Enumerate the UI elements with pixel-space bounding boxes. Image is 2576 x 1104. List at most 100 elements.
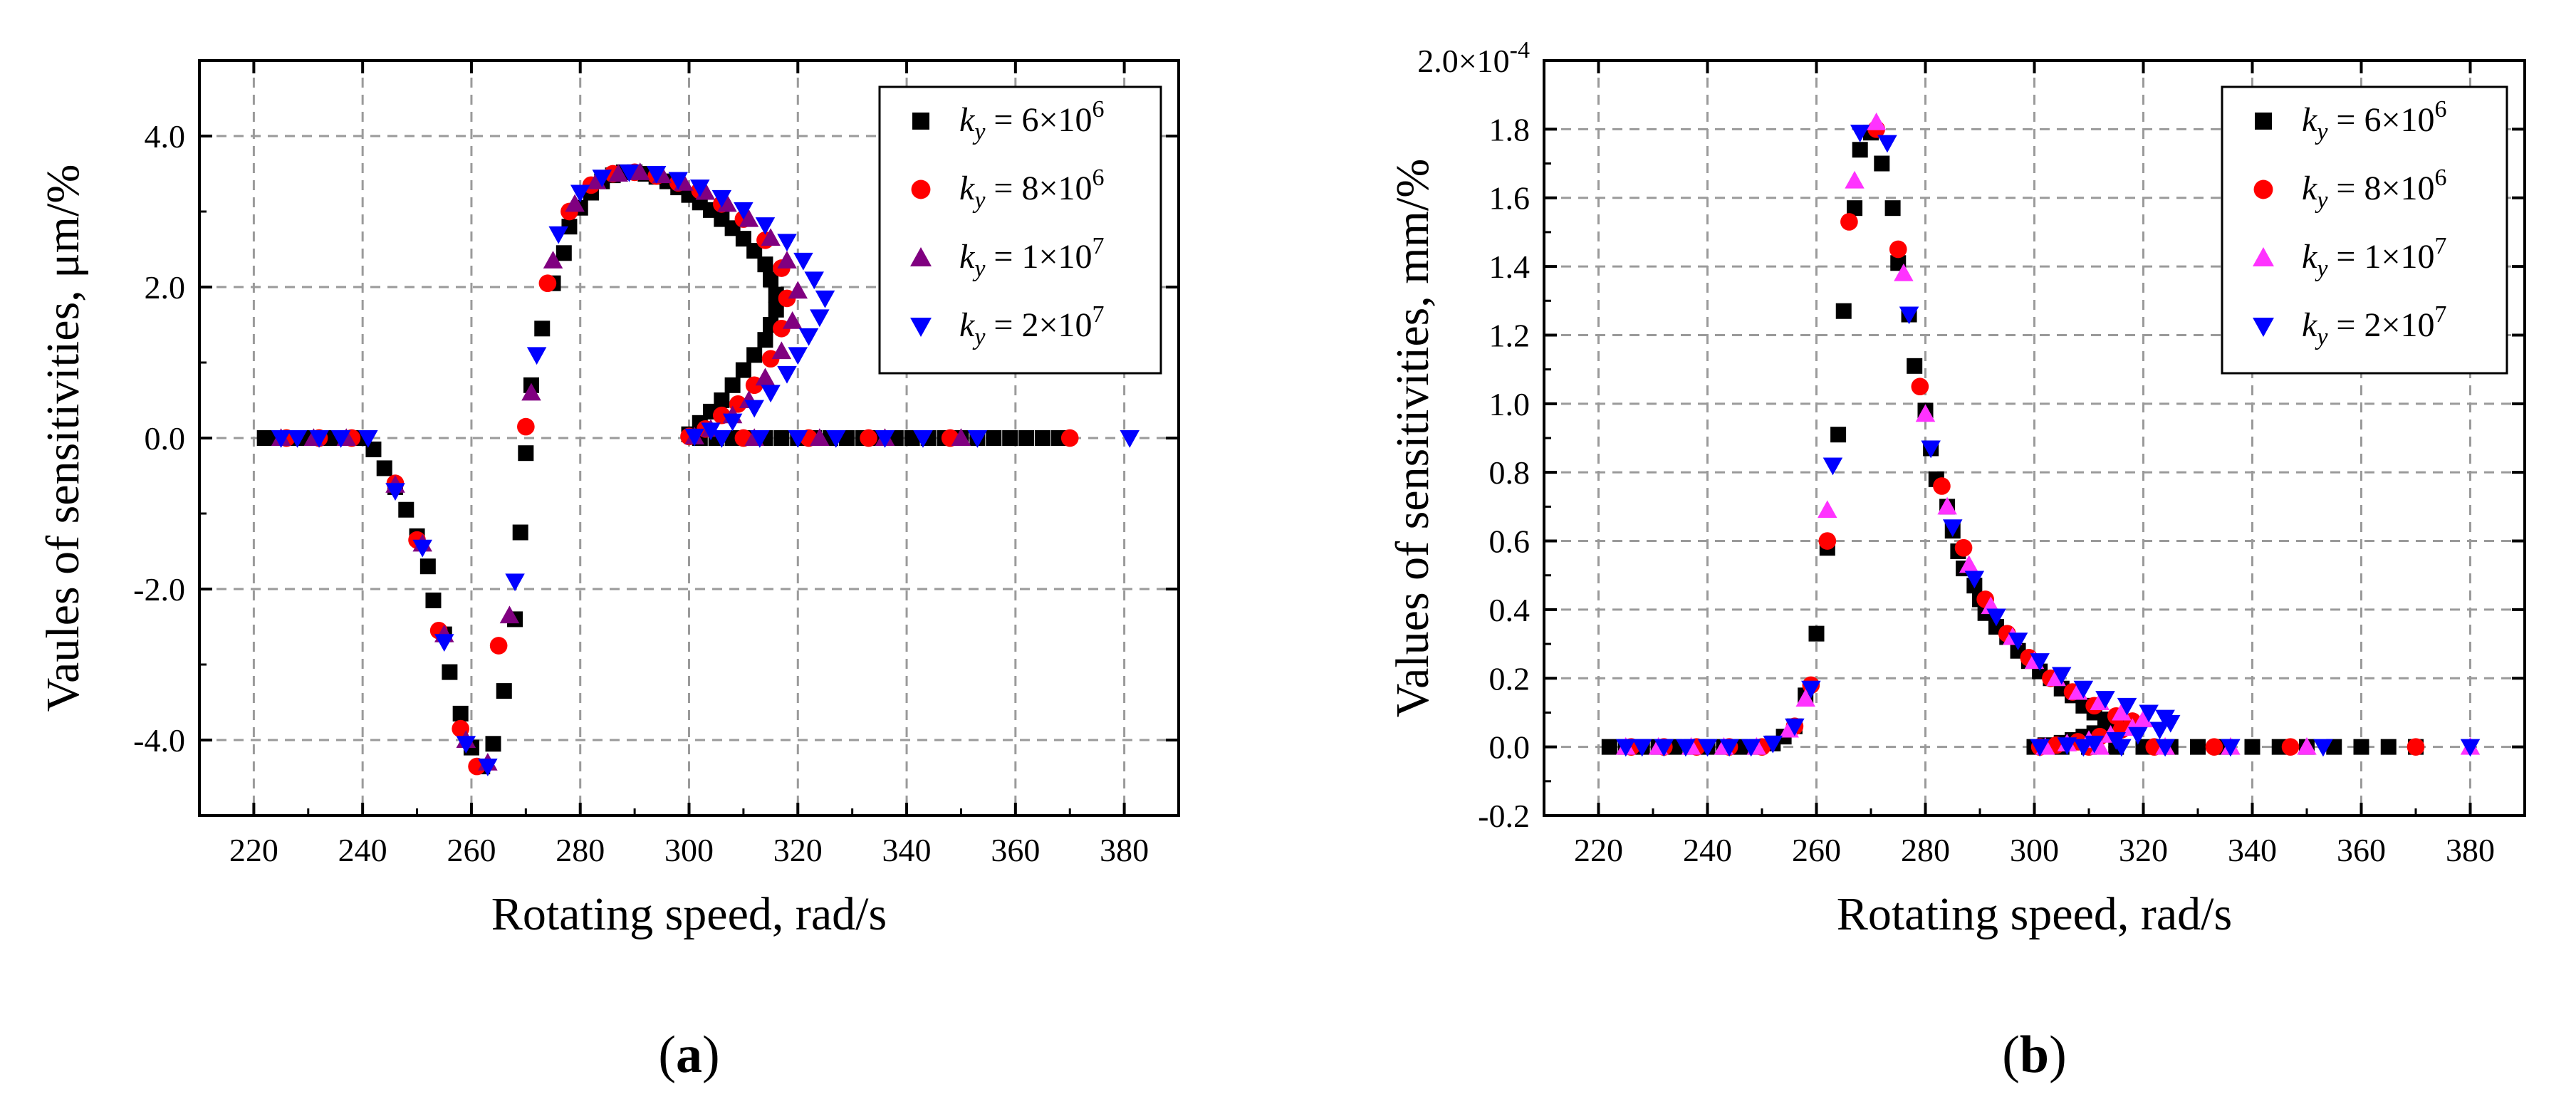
legend-label: ky = 6×106 bbox=[959, 96, 1105, 145]
data-point bbox=[711, 189, 732, 208]
data-point bbox=[1850, 125, 1870, 142]
data-point bbox=[1808, 625, 1825, 642]
data-point bbox=[1933, 477, 1951, 495]
data-point bbox=[512, 524, 528, 541]
data-point bbox=[951, 428, 971, 446]
y-tick-label: 0.4 bbox=[1489, 592, 1531, 628]
legend-marker bbox=[912, 113, 929, 130]
data-point bbox=[875, 430, 895, 448]
data-point bbox=[358, 430, 378, 448]
y-tick-label: 0.0 bbox=[145, 420, 186, 457]
data-point bbox=[1120, 430, 1140, 448]
legend-label: ky = 1×107 bbox=[2302, 233, 2447, 282]
data-point bbox=[2052, 667, 2072, 685]
data-point bbox=[2133, 709, 2154, 728]
data-point bbox=[526, 347, 547, 365]
data-point bbox=[1697, 739, 1718, 757]
chart-panel-b: 220 240 260 280 300 320 340 360 380 -0.2 0.0 0.2 0.4… bbox=[1387, 37, 2526, 1084]
data-point bbox=[518, 445, 534, 462]
data-point bbox=[763, 271, 779, 288]
data-point bbox=[1840, 213, 1858, 231]
data-point bbox=[1899, 306, 1919, 325]
data-point bbox=[485, 736, 501, 752]
data-point bbox=[1616, 739, 1636, 757]
data-point bbox=[2190, 739, 2206, 755]
data-point bbox=[1847, 200, 1863, 217]
data-point bbox=[1763, 735, 1783, 754]
data-point bbox=[517, 417, 535, 436]
data-point bbox=[442, 664, 458, 680]
data-point bbox=[1801, 680, 1821, 699]
data-point bbox=[398, 501, 414, 518]
data-point bbox=[2149, 722, 2170, 740]
y-tick-label: 4.0 bbox=[145, 118, 186, 155]
data-point bbox=[592, 170, 612, 188]
data-point bbox=[1060, 429, 1079, 447]
data-point bbox=[376, 460, 392, 477]
data-point bbox=[2030, 653, 2050, 671]
data-point bbox=[2297, 736, 2317, 755]
data-point bbox=[1907, 358, 1923, 374]
data-point bbox=[456, 736, 476, 754]
data-point bbox=[2008, 632, 2028, 651]
y-tick-label: 1.0 bbox=[1489, 386, 1531, 422]
data-point bbox=[1818, 532, 1837, 550]
x-tick-label: 280 bbox=[556, 832, 605, 868]
data-point bbox=[1894, 263, 1914, 281]
data-point bbox=[690, 179, 710, 197]
y-tick-label: -4.0 bbox=[133, 722, 185, 759]
data-point bbox=[434, 634, 454, 652]
ticks: 220 240 260 280 300 320 340 360 380 -4.0 -2.0 0.0 2.… bbox=[133, 61, 1179, 868]
data-point bbox=[793, 252, 813, 271]
data-point bbox=[734, 202, 753, 220]
legend-marker bbox=[910, 318, 932, 337]
data-point bbox=[412, 539, 432, 558]
data-point bbox=[2406, 738, 2425, 756]
data-point bbox=[1866, 112, 1887, 130]
x-tick-label: 240 bbox=[1683, 832, 1732, 868]
data-point bbox=[556, 245, 572, 261]
data-point bbox=[771, 341, 792, 360]
data-point bbox=[1632, 739, 1652, 757]
data-point bbox=[478, 759, 498, 776]
data-point bbox=[810, 428, 830, 446]
legend-marker bbox=[2253, 179, 2273, 199]
data-point bbox=[534, 321, 551, 337]
data-point bbox=[798, 328, 819, 346]
data-point bbox=[761, 385, 781, 403]
data-point bbox=[1915, 404, 1936, 422]
y-tick-label: 1.2 bbox=[1489, 317, 1531, 353]
data-point bbox=[330, 430, 351, 448]
ticks: 220 240 260 280 300 320 340 360 380 -0.2 0.0 0.2 0.4… bbox=[1478, 61, 2525, 868]
legend-label: ky = 1×107 bbox=[959, 233, 1105, 282]
data-point bbox=[746, 243, 763, 259]
data-point bbox=[967, 430, 988, 448]
data-point bbox=[2161, 714, 2181, 733]
y-tick-label: 0.0 bbox=[1489, 729, 1531, 766]
y-tick-label: 2.0 bbox=[145, 269, 186, 306]
data-point bbox=[309, 430, 329, 448]
data-point bbox=[1959, 555, 1979, 573]
x-tick-label: 300 bbox=[2010, 832, 2059, 868]
data-point bbox=[757, 256, 773, 273]
x-tick-label: 360 bbox=[991, 832, 1040, 868]
data-point bbox=[777, 365, 797, 384]
data-point bbox=[913, 430, 933, 448]
data-point bbox=[1874, 155, 1890, 172]
data-point bbox=[2128, 727, 2148, 745]
data-point bbox=[2221, 739, 2241, 757]
x-tick-label: 260 bbox=[1792, 832, 1841, 868]
data-point bbox=[499, 605, 520, 624]
data-point bbox=[2030, 739, 2050, 757]
x-tick-label: 260 bbox=[447, 832, 496, 868]
data-point bbox=[717, 194, 737, 212]
series-4 bbox=[1616, 125, 2481, 757]
x-tick-label: 220 bbox=[1574, 832, 1623, 868]
legend-marker bbox=[910, 247, 932, 266]
data-point bbox=[1921, 440, 1941, 459]
data-point bbox=[489, 637, 508, 655]
data-point bbox=[757, 332, 773, 348]
data-point bbox=[425, 592, 442, 608]
data-point bbox=[1818, 500, 1837, 519]
